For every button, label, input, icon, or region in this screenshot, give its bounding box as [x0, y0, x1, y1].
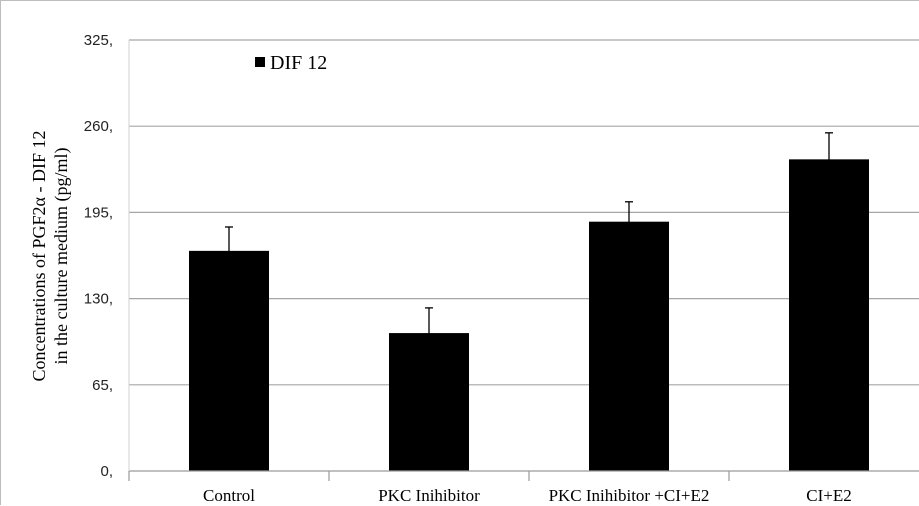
y-axis-title-line2: in the culture medium (pg/ml)	[51, 148, 72, 365]
error-bar	[625, 201, 633, 243]
y-tick-label: 65,	[92, 377, 113, 394]
y-axis-title: Concentrations of PGF2α - DIF 12 in the c…	[29, 131, 72, 382]
error-bar	[225, 226, 233, 276]
x-category-label: Control	[203, 486, 255, 505]
y-axis-title-line1: Concentrations of PGF2α - DIF 12	[29, 131, 49, 382]
error-bar	[825, 132, 833, 187]
y-tick-label: 0,	[100, 463, 113, 480]
bar-ci-e2	[789, 159, 869, 471]
legend-label: DIF 12	[270, 52, 327, 74]
x-category-label: PKC Inihibitor	[378, 486, 480, 505]
x-category-label: PKC Inihibitor +CI+E2	[549, 486, 710, 505]
y-tick-label: 130,	[84, 291, 113, 308]
y-tick-label: 325,	[84, 32, 113, 49]
y-axis-ticks: 0, 65, 130, 195, 260, 325,	[84, 32, 113, 480]
bar-control	[189, 250, 269, 471]
y-tick-label: 195,	[84, 204, 113, 221]
bar-pkc-inihibitor-ci-e2	[589, 221, 669, 471]
legend-swatch	[255, 57, 265, 67]
x-category-label: CI+E2	[806, 486, 851, 505]
x-axis-labels: Control PKC Inihibitor PKC Inihibitor +CI+…	[203, 486, 852, 505]
bars-group	[189, 159, 869, 471]
legend: DIF 12	[255, 52, 327, 74]
error-bars-group	[225, 132, 833, 359]
y-tick-label: 260,	[84, 118, 113, 135]
error-bar	[425, 307, 433, 359]
x-axis	[128, 40, 919, 481]
